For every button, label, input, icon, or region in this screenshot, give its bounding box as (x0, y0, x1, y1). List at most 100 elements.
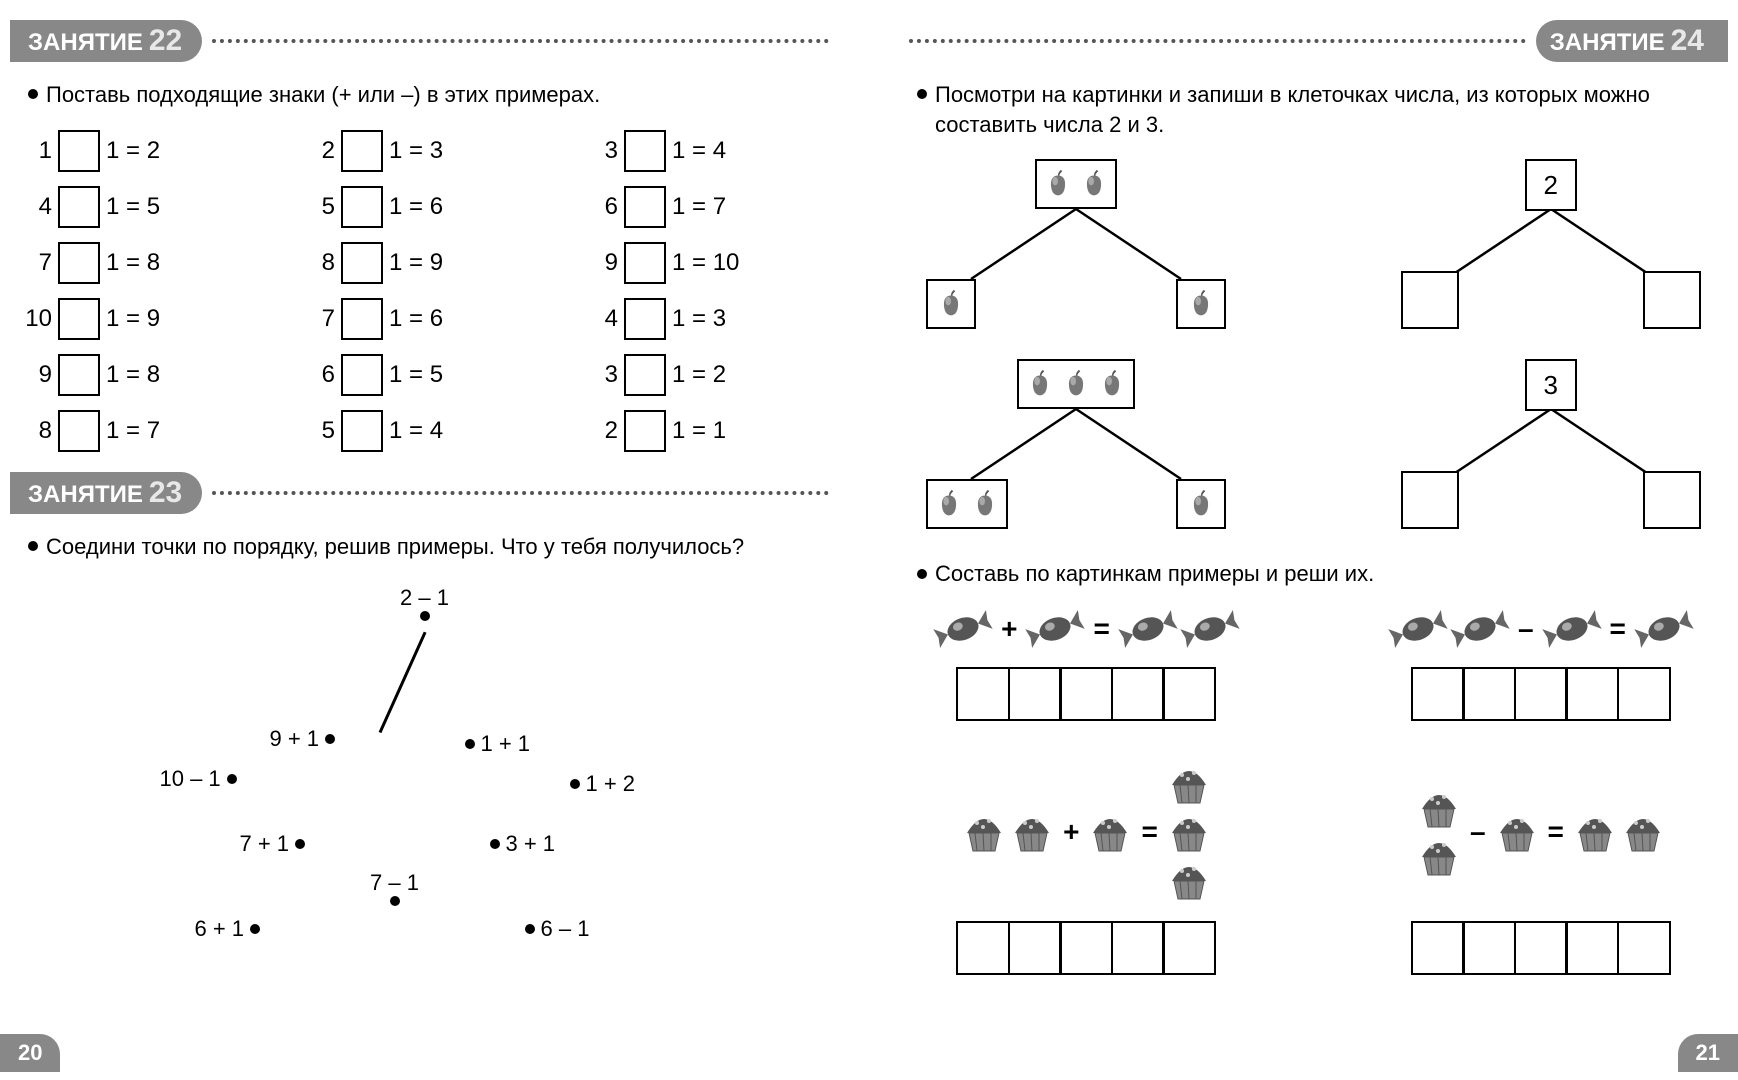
answer-cell[interactable] (1111, 667, 1165, 721)
sign-box[interactable] (341, 130, 383, 172)
dot-point[interactable]: 7 – 1 (390, 896, 400, 906)
lesson-24-header: ЗАНЯТИЕ 24 (899, 20, 1728, 62)
answer-cell[interactable] (1565, 921, 1619, 975)
answer-cell[interactable] (1514, 921, 1568, 975)
answer-cell[interactable] (1162, 667, 1216, 721)
answer-cell[interactable] (1514, 667, 1568, 721)
equation: 31 = 2 (586, 354, 829, 396)
tree-top-box: 2 (1525, 159, 1577, 211)
apple-icon (968, 487, 1002, 521)
answer-cell[interactable] (1462, 921, 1516, 975)
lesson-24-pill: ЗАНЯТИЕ 24 (1536, 20, 1728, 62)
equation: 81 = 7 (20, 410, 263, 452)
cupcake-icon (961, 809, 1007, 855)
composition-tree[interactable] (926, 359, 1226, 529)
answer-boxes[interactable] (1411, 921, 1671, 975)
cupcake-icon (1166, 809, 1212, 855)
dot-point[interactable]: 2 – 1 (420, 611, 430, 621)
cupcake-icon (1166, 857, 1212, 903)
lesson-24-label: ЗАНЯТИЕ (1550, 29, 1665, 57)
tree-br-box[interactable] (1643, 471, 1701, 529)
sign-box[interactable] (624, 130, 666, 172)
cupcake-icon (1166, 761, 1212, 807)
tree-bl-box[interactable] (1401, 271, 1459, 329)
cupcake-equation-row: += –= (899, 761, 1728, 903)
sign-box[interactable] (341, 410, 383, 452)
lesson-22-number: 22 (149, 24, 182, 58)
sign-box[interactable] (58, 354, 100, 396)
cupcake-icon (1572, 809, 1618, 855)
sign-box[interactable] (624, 410, 666, 452)
dot-point[interactable]: 9 + 1 (270, 726, 336, 752)
composition-tree[interactable]: 2 (1401, 159, 1701, 329)
dot-point[interactable]: 1 + 1 (465, 731, 531, 757)
cupcake-icon (1494, 809, 1540, 855)
eq-sign: = (1610, 613, 1626, 645)
sign-box[interactable] (624, 186, 666, 228)
dot-point[interactable]: 6 + 1 (195, 916, 261, 942)
answer-cell[interactable] (1462, 667, 1516, 721)
apple-icon (932, 487, 966, 521)
sign-box[interactable] (341, 354, 383, 396)
bullet-icon (28, 89, 38, 99)
answer-cell[interactable] (956, 921, 1010, 975)
eq-sign: = (1093, 613, 1109, 645)
candy-icon (933, 609, 993, 649)
dot-point[interactable]: 1 + 2 (570, 771, 636, 797)
dot-point[interactable]: 6 – 1 (525, 916, 590, 942)
tree-row-1: 2 (899, 159, 1728, 329)
answer-cell[interactable] (1111, 921, 1165, 975)
candy-icon (1118, 609, 1178, 649)
equation: 71 = 8 (20, 242, 263, 284)
answer-cell[interactable] (1162, 921, 1216, 975)
dot-point[interactable]: 7 + 1 (240, 831, 306, 857)
dot-point[interactable]: 10 – 1 (160, 766, 237, 792)
candy-icon (1388, 609, 1448, 649)
sign-box[interactable] (624, 298, 666, 340)
tree-br-box[interactable] (1643, 271, 1701, 329)
page-number-right: 21 (1678, 1034, 1738, 1072)
sign-box[interactable] (58, 410, 100, 452)
op-sign: – (1470, 816, 1486, 848)
answer-cell[interactable] (1008, 921, 1062, 975)
sign-box[interactable] (624, 242, 666, 284)
cupcake-icon (1416, 833, 1462, 879)
sign-box[interactable] (58, 298, 100, 340)
op-sign: – (1518, 613, 1534, 645)
answer-cell[interactable] (1617, 667, 1671, 721)
candy-icon (1025, 609, 1085, 649)
composition-tree[interactable]: 3 (1401, 359, 1701, 529)
answer-cell[interactable] (1617, 921, 1671, 975)
lesson-22-header: ЗАНЯТИЕ 22 (10, 20, 839, 62)
lesson-22-label: ЗАНЯТИЕ (28, 29, 143, 57)
answer-cell[interactable] (1059, 667, 1113, 721)
answer-boxes[interactable] (1411, 667, 1671, 721)
eq-sign: = (1548, 816, 1564, 848)
answer-cell[interactable] (1008, 667, 1062, 721)
candy-icon (1542, 609, 1602, 649)
answer-cell[interactable] (1059, 921, 1113, 975)
answer-boxes[interactable] (956, 921, 1216, 975)
tree-top-box (1017, 359, 1135, 409)
sign-box[interactable] (58, 242, 100, 284)
sign-box[interactable] (58, 130, 100, 172)
cupcake-icon (1009, 809, 1055, 855)
lesson-22-task: Поставь подходящие знаки (+ или –) в эти… (28, 80, 839, 110)
apple-icon (1041, 167, 1075, 201)
connect-dots-diagram[interactable]: 2 – 1 9 + 1 1 + 1 10 – 1 1 + 2 7 + 1 3 + 1 7 – … (125, 581, 725, 981)
answer-cell[interactable] (1411, 667, 1465, 721)
sign-box[interactable] (341, 186, 383, 228)
answer-boxes[interactable] (956, 667, 1216, 721)
sign-box[interactable] (341, 298, 383, 340)
dot-point[interactable]: 3 + 1 (490, 831, 556, 857)
answer-cell[interactable] (1411, 921, 1465, 975)
sign-box[interactable] (624, 354, 666, 396)
answer-cell[interactable] (956, 667, 1010, 721)
candy-equation-row: += –= (899, 609, 1728, 649)
lesson-24-task2: Составь по картинкам примеры и реши их. (917, 559, 1728, 589)
composition-tree[interactable] (926, 159, 1226, 329)
sign-box[interactable] (58, 186, 100, 228)
answer-cell[interactable] (1565, 667, 1619, 721)
tree-bl-box[interactable] (1401, 471, 1459, 529)
sign-box[interactable] (341, 242, 383, 284)
